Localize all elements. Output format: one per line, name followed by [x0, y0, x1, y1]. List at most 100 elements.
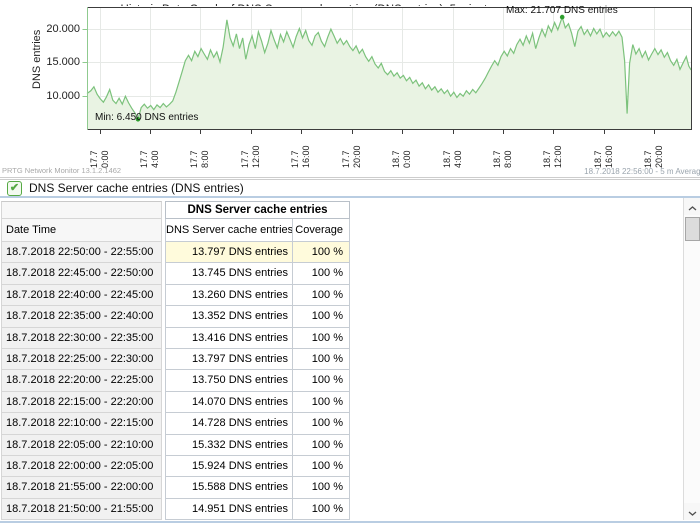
- cell-coverage: 100 %: [293, 413, 350, 435]
- page-title-text: Historic Data Graph of DNS Server cache …: [121, 3, 580, 6]
- cell-coverage: 100 %: [293, 391, 350, 414]
- cell-value: 13.797 DNS entries: [165, 348, 293, 371]
- table-row: 18.7.2018 22:50:00 - 22:55:00 13.797 DNS …: [1, 242, 351, 264]
- cell-datetime: 18.7.2018 22:25:00 - 22:30:00: [1, 348, 162, 371]
- table-row: 18.7.2018 22:40:00 - 22:45:00 13.260 DNS …: [1, 284, 351, 307]
- x-tick-time: 12:00: [251, 145, 261, 168]
- table-group-header-row: DNS Server cache entries: [1, 201, 351, 219]
- x-tick-time: 16:00: [301, 145, 311, 168]
- separator-groove: [0, 177, 700, 180]
- cell-datetime: 18.7.2018 22:05:00 - 22:10:00: [1, 434, 162, 456]
- table-row: 18.7.2018 22:30:00 - 22:35:00 13.416 DNS …: [1, 327, 351, 349]
- table-group-header: DNS Server cache entries: [165, 201, 350, 219]
- table-scrollbar[interactable]: [683, 198, 700, 520]
- cell-coverage: 100 %: [293, 348, 350, 371]
- scroll-up-button[interactable]: [684, 198, 700, 215]
- checkmark-icon: ✔: [9, 182, 20, 194]
- cell-value: 15.332 DNS entries: [165, 434, 293, 456]
- cell-value: 14.951 DNS entries: [165, 498, 293, 521]
- cell-value: 13.260 DNS entries: [165, 284, 293, 307]
- x-tick-time: 16:00: [604, 145, 614, 168]
- table-row: 18.7.2018 22:10:00 - 22:15:00 14.728 DNS …: [1, 413, 351, 435]
- min-annotation: Min: 6.450 DNS entries: [95, 112, 199, 123]
- col-header-value: DNS Server cache entries: [165, 219, 293, 242]
- table-row: 18.7.2018 22:35:00 - 22:40:00 13.352 DNS …: [1, 306, 351, 328]
- scroll-down-button[interactable]: [684, 503, 700, 520]
- group-header-empty-cell: [1, 201, 162, 219]
- table-row: 18.7.2018 22:25:00 - 22:30:00 13.797 DNS …: [1, 348, 351, 371]
- series-line: [86, 15, 692, 122]
- cell-datetime: 18.7.2018 22:40:00 - 22:45:00: [1, 284, 162, 307]
- chevron-up-icon: [688, 206, 696, 211]
- x-tick-time: 4:00: [453, 150, 463, 168]
- col-header-datetime: Date Time: [1, 219, 162, 242]
- table-row: 18.7.2018 21:55:00 - 22:00:00 15.588 DNS …: [1, 477, 351, 499]
- cell-coverage: 100 %: [293, 263, 350, 285]
- x-tick-date: 18.7: [643, 150, 653, 168]
- table-row: 18.7.2018 22:20:00 - 22:25:00 13.750 DNS …: [1, 370, 351, 392]
- cell-value: 13.797 DNS entries: [165, 242, 293, 264]
- cell-coverage: 100 %: [293, 477, 350, 499]
- cell-datetime: 18.7.2018 22:10:00 - 22:15:00: [1, 413, 162, 435]
- table-row: 18.7.2018 22:45:00 - 22:50:00 13.745 DNS …: [1, 263, 351, 285]
- x-tick-time: 20:00: [352, 145, 362, 168]
- legend-row: ✔ DNS Server cache entries (DNS entries): [0, 180, 700, 196]
- cell-value: 13.416 DNS entries: [165, 327, 293, 349]
- scrollbar-thumb[interactable]: [685, 217, 700, 241]
- chevron-down-icon: [688, 511, 696, 516]
- x-tick-time: 12:00: [553, 145, 563, 168]
- x-tick-date: 18.7: [391, 150, 401, 168]
- table-row: 18.7.2018 21:50:00 - 21:55:00 14.951 DNS …: [1, 498, 351, 521]
- cell-coverage: 100 %: [293, 455, 350, 478]
- cell-datetime: 18.7.2018 22:50:00 - 22:55:00: [1, 242, 162, 264]
- max-annotation: Max: 21.707 DNS entries: [506, 5, 618, 16]
- y-axis-tick-label: 20.000: [46, 23, 80, 35]
- chart-timestamp-label: 18.7.2018 22:56:00 - 5 m Average: [584, 167, 700, 176]
- x-tick-time: 8:00: [503, 150, 513, 168]
- plot-border: [87, 7, 692, 130]
- cell-datetime: 18.7.2018 22:15:00 - 22:20:00: [1, 391, 162, 414]
- series-label: DNS Server cache entries (DNS entries): [29, 181, 244, 195]
- x-tick-time: 4:00: [150, 150, 160, 168]
- cell-value: 14.728 DNS entries: [165, 413, 293, 435]
- cell-value: 13.352 DNS entries: [165, 306, 293, 328]
- chart-canvas: [82, 7, 692, 134]
- prtg-version-label: PRTG Network Monitor 13.1.2.1462: [2, 166, 122, 175]
- series-checkbox[interactable]: ✔: [7, 181, 22, 196]
- x-tick-time: 8:00: [200, 150, 210, 168]
- x-tick-date: 17.7: [341, 150, 351, 168]
- x-tick-date: 17.7: [290, 150, 300, 168]
- table-column-header-row: Date Time DNS Server cache entries Cover…: [1, 219, 351, 242]
- page-title-clipped: Historic Data Graph of DNS Server cache …: [0, 0, 700, 6]
- cell-value: 14.070 DNS entries: [165, 391, 293, 414]
- x-tick-date: 18.7: [492, 150, 502, 168]
- cell-coverage: 100 %: [293, 327, 350, 349]
- x-tick-time: 0:00: [100, 150, 110, 168]
- cell-datetime: 18.7.2018 22:20:00 - 22:25:00: [1, 370, 162, 392]
- cell-datetime: 18.7.2018 22:00:00 - 22:05:00: [1, 455, 162, 478]
- cell-coverage: 100 %: [293, 306, 350, 328]
- x-tick-date: 17.7: [139, 150, 149, 168]
- y-axis-tick-label: 15.000: [46, 56, 80, 68]
- cell-coverage: 100 %: [293, 370, 350, 392]
- cell-value: 15.924 DNS entries: [165, 455, 293, 478]
- x-tick-date: 17.7: [240, 150, 250, 168]
- x-tick-date: 18.7: [593, 150, 603, 168]
- dns-entries-chart: DNS entries Min: 6.450 DNS entries Max: …: [0, 0, 700, 180]
- x-tick-date: 18.7: [542, 150, 552, 168]
- table-body: 18.7.2018 22:50:00 - 22:55:00 13.797 DNS …: [1, 242, 351, 521]
- cell-datetime: 18.7.2018 22:45:00 - 22:50:00: [1, 263, 162, 285]
- cell-datetime: 18.7.2018 22:30:00 - 22:35:00: [1, 327, 162, 349]
- x-tick-date: 18.7: [442, 150, 452, 168]
- x-tick-date: 17.7: [89, 150, 99, 168]
- separator-blue-top: [0, 196, 700, 198]
- x-tick-time: 20:00: [654, 145, 664, 168]
- col-header-coverage: Coverage: [293, 219, 350, 242]
- min-marker-dot: [135, 117, 141, 122]
- table-row: 18.7.2018 22:00:00 - 22:05:00 15.924 DNS …: [1, 455, 351, 478]
- x-tick-date: 17.7: [189, 150, 199, 168]
- separator-blue-bottom: [0, 521, 700, 523]
- max-marker-dot: [559, 14, 565, 20]
- data-table: DNS Server cache entries Date Time DNS S…: [1, 201, 351, 521]
- cell-coverage: 100 %: [293, 498, 350, 521]
